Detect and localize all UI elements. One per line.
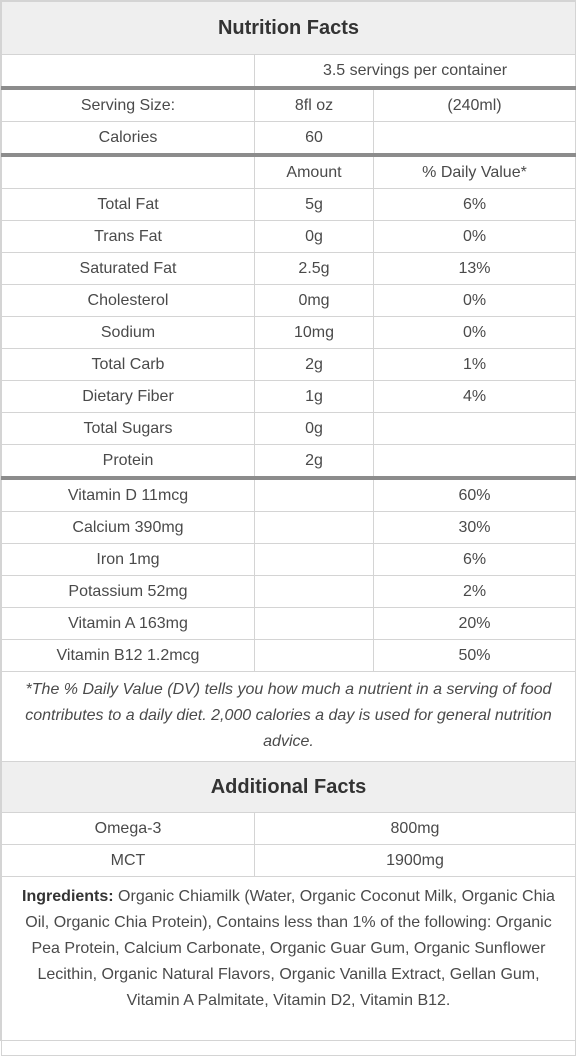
ingredients-cell: Ingredients: Organic Chiamilk (Water, Or… (1, 876, 576, 1056)
amount-header: Amount (254, 153, 374, 189)
vitamin-daily-value: 6% (373, 543, 576, 576)
vitamin-blank-cell (254, 607, 374, 640)
nutrient-amount: 1g (254, 380, 374, 413)
nutrient-name: Protein (1, 444, 255, 479)
nutrient-daily-value: 0% (373, 316, 576, 349)
additional-fact-row: Omega-3 800mg (1, 812, 576, 845)
nutrient-row: Total Sugars 0g (1, 412, 576, 445)
daily-value-header: % Daily Value* (373, 153, 576, 189)
nutrient-name: Total Carb (1, 348, 255, 381)
nutrient-amount: 0g (254, 412, 374, 445)
nutrient-name: Saturated Fat (1, 252, 255, 285)
vitamin-blank-cell (254, 575, 374, 608)
serving-size-amount: 8fl oz (254, 86, 374, 122)
nutrient-row: Total Carb 2g 1% (1, 348, 576, 381)
nutrient-name: Cholesterol (1, 284, 255, 317)
nutrient-row: Sodium 10mg 0% (1, 316, 576, 349)
vitamin-blank-cell (254, 639, 374, 672)
servings-blank-cell (1, 54, 255, 89)
nutrient-row: Dietary Fiber 1g 4% (1, 380, 576, 413)
nutrient-name: Total Sugars (1, 412, 255, 445)
vitamin-daily-value: 50% (373, 639, 576, 672)
calories-value: 60 (254, 121, 374, 156)
nutrient-name: Total Fat (1, 188, 255, 221)
vitamin-name: Vitamin D 11mcg (1, 476, 255, 512)
vitamin-daily-value: 30% (373, 511, 576, 544)
additional-fact-name: Omega-3 (1, 812, 255, 845)
vitamin-name: Vitamin A 163mg (1, 607, 255, 640)
nutrient-amount: 2.5g (254, 252, 374, 285)
ingredients-text: Organic Chiamilk (Water, Organic Coconut… (25, 888, 555, 1009)
nutrient-row: Protein 2g (1, 444, 576, 479)
nutrient-daily-value: 0% (373, 284, 576, 317)
serving-size-metric: (240ml) (373, 86, 576, 122)
nutrient-row: Cholesterol 0mg 0% (1, 284, 576, 317)
additional-facts-title: Additional Facts (1, 761, 576, 813)
vitamin-row: Iron 1mg 6% (1, 543, 576, 576)
nutrient-amount: 5g (254, 188, 374, 221)
nutrient-daily-value: 6% (373, 188, 576, 221)
header-blank-cell (1, 153, 255, 189)
serving-size-label: Serving Size: (1, 86, 255, 122)
vitamin-row: Vitamin A 163mg 20% (1, 607, 576, 640)
ingredients-label: Ingredients: (22, 888, 114, 905)
vitamin-daily-value: 20% (373, 607, 576, 640)
calories-blank-cell (373, 121, 576, 156)
nutrient-row: Saturated Fat 2.5g 13% (1, 252, 576, 285)
vitamin-blank-cell (254, 543, 374, 576)
nutrient-amount: 10mg (254, 316, 374, 349)
nutrition-facts-title: Nutrition Facts (1, 1, 576, 55)
nutrient-name: Dietary Fiber (1, 380, 255, 413)
nutrient-name: Sodium (1, 316, 255, 349)
vitamin-row: Vitamin B12 1.2mcg 50% (1, 639, 576, 672)
nutrient-daily-value: 1% (373, 348, 576, 381)
nutrient-amount: 0g (254, 220, 374, 253)
nutrient-amount: 0mg (254, 284, 374, 317)
vitamin-name: Calcium 390mg (1, 511, 255, 544)
vitamin-row: Calcium 390mg 30% (1, 511, 576, 544)
vitamin-name: Iron 1mg (1, 543, 255, 576)
nutrient-daily-value: 13% (373, 252, 576, 285)
nutrient-daily-value (373, 412, 576, 445)
nutrient-daily-value: 0% (373, 220, 576, 253)
nutrient-row: Trans Fat 0g 0% (1, 220, 576, 253)
vitamin-daily-value: 2% (373, 575, 576, 608)
servings-per-container: 3.5 servings per container (254, 54, 576, 89)
additional-fact-row: MCT 1900mg (1, 844, 576, 877)
additional-fact-value: 1900mg (254, 844, 576, 877)
vitamin-blank-cell (254, 511, 374, 544)
vitamin-name: Potassium 52mg (1, 575, 255, 608)
calories-label: Calories (1, 121, 255, 156)
additional-fact-name: MCT (1, 844, 255, 877)
daily-value-footnote: *The % Daily Value (DV) tells you how mu… (1, 671, 576, 762)
vitamin-daily-value: 60% (373, 476, 576, 512)
vitamin-row: Potassium 52mg 2% (1, 575, 576, 608)
nutrient-name: Trans Fat (1, 220, 255, 253)
vitamin-blank-cell (254, 476, 374, 512)
vitamin-row: Vitamin D 11mcg 60% (1, 476, 576, 512)
vitamin-name: Vitamin B12 1.2mcg (1, 639, 255, 672)
additional-fact-value: 800mg (254, 812, 576, 845)
nutrient-row: Total Fat 5g 6% (1, 188, 576, 221)
nutrient-daily-value: 4% (373, 380, 576, 413)
nutrient-daily-value (373, 444, 576, 479)
nutrient-amount: 2g (254, 444, 374, 479)
nutrient-amount: 2g (254, 348, 374, 381)
